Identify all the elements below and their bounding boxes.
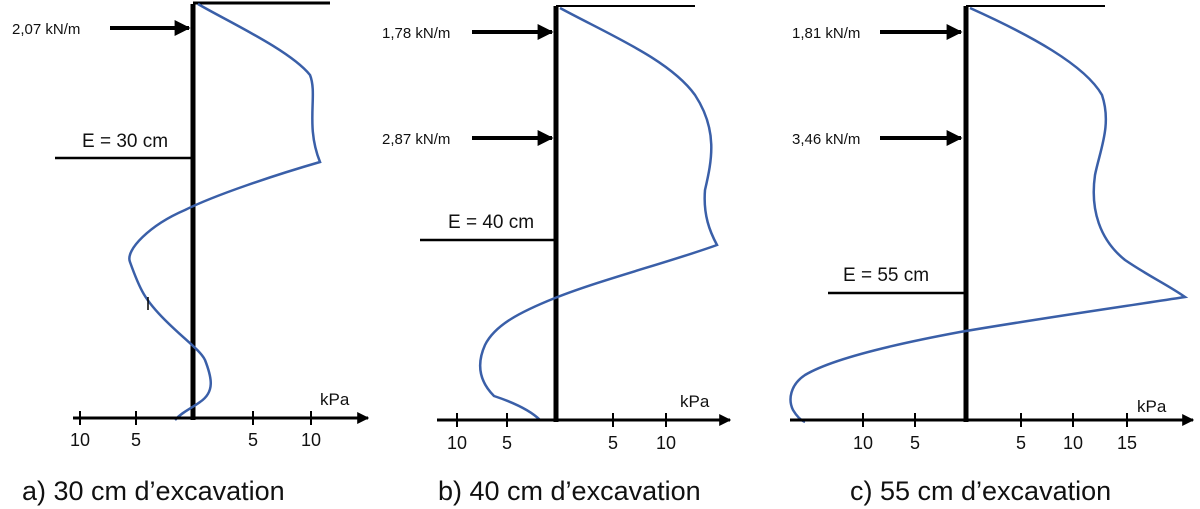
panel-c: E = 55 cm 1,81 kN/m 3,46 kN/m 10 5 5 10 … [789, 5, 1195, 506]
load-label: 3,46 kN/m [792, 131, 860, 148]
tick-label: 10 [853, 433, 873, 453]
panel-caption: b) 40 cm d’excavation [438, 476, 701, 506]
tick-label: 5 [502, 433, 512, 453]
tick-label: 15 [1117, 433, 1137, 453]
tick-label: 10 [447, 433, 467, 453]
unit-label: kPa [1137, 397, 1167, 416]
tick-label: 5 [1016, 433, 1026, 453]
excavation-label: E = 40 cm [448, 212, 534, 233]
tick-label: 5 [608, 433, 618, 453]
tick-label: 5 [131, 430, 141, 450]
load-label: 1,81 kN/m [792, 25, 860, 42]
pressure-curve [478, 6, 719, 421]
panel-b: E = 40 cm 1,78 kN/m 2,87 kN/m 10 5 5 10 … [382, 5, 732, 506]
tick-label: 10 [656, 433, 676, 453]
tick-label: 10 [70, 430, 90, 450]
panel-caption: a) 30 cm d’excavation [22, 476, 285, 506]
pressure-curve [789, 6, 1189, 424]
load-label: 2,87 kN/m [382, 131, 450, 148]
tick-label: 5 [910, 433, 920, 453]
panel-caption: c) 55 cm d’excavation [850, 476, 1111, 506]
excavation-label: E = 30 cm [82, 131, 168, 152]
pressure-curve [128, 2, 322, 421]
panel-a: E = 30 cm 2,07 kN/m 10 5 5 10 kPa a) 30 … [12, 1, 370, 506]
unit-label: kPa [680, 392, 710, 411]
load-label: 1,78 kN/m [382, 25, 450, 42]
unit-label: kPa [320, 390, 350, 409]
excavation-label: E = 55 cm [843, 265, 929, 286]
tick-label: 10 [301, 430, 321, 450]
tick-label: 10 [1063, 433, 1083, 453]
load-label: 2,07 kN/m [12, 21, 80, 38]
tick-label: 5 [248, 430, 258, 450]
